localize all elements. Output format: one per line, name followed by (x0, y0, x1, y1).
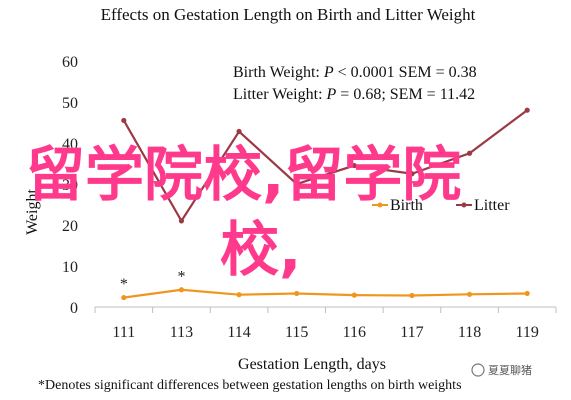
overlay-text-line1: 留学院校,留学院 (26, 140, 461, 209)
series-birth-line (123, 288, 528, 299)
data-point-litter (466, 150, 473, 156)
y-tick-label: 30 (62, 177, 78, 194)
y-axis-label: Weight (24, 189, 41, 235)
x-axis-label: Gestation Length, days (238, 356, 386, 373)
y-tick-label: 60 (62, 54, 78, 71)
x-tick-label: 117 (400, 324, 423, 341)
y-tick-label: 0 (70, 300, 78, 317)
legend: Birth Litter (372, 197, 510, 214)
y-axis: 0 10 20 30 40 50 60 (62, 54, 78, 317)
data-point-litter (409, 171, 415, 177)
significance-marker: * (120, 276, 128, 293)
data-point-birth (351, 292, 357, 298)
x-tick-label: 115 (285, 324, 308, 341)
data-point-litter (524, 107, 530, 113)
x-tick-label: 119 (515, 324, 538, 341)
significance-marker: * (177, 268, 185, 285)
data-point-litter (121, 117, 127, 124)
data-point-birth (409, 292, 415, 299)
data-point-birth (178, 287, 185, 293)
wechat-icon (471, 363, 485, 377)
overlay-text-line2: 校, (220, 215, 301, 284)
data-point-litter (294, 181, 300, 187)
legend-litter-label: Litter (474, 197, 510, 214)
legend-litter-marker (461, 202, 467, 208)
x-axis: 111 113 114 115 116 117 118 119 (94, 306, 557, 341)
legend-birth-marker (377, 202, 383, 208)
data-point-litter (178, 218, 185, 224)
watermark-text: 夏夏聊猪 (488, 363, 532, 377)
y-tick-label: 10 (62, 259, 78, 276)
series-litter-line (122, 109, 528, 224)
chart-title: Effects on Gestation Length on Birth and… (101, 5, 476, 24)
data-point-birth (236, 292, 242, 298)
x-tick-label: 111 (112, 324, 135, 341)
y-tick-label: 20 (62, 218, 78, 235)
data-point-litter (236, 128, 242, 135)
series-layer (121, 107, 530, 301)
legend-birth-label: Birth (390, 197, 423, 214)
data-point-litter (351, 162, 357, 169)
stats-litter: Litter Weight: P = 0.68; SEM = 11.42 (233, 86, 475, 103)
data-point-birth (294, 290, 300, 297)
annotations: * * (120, 268, 186, 293)
x-tick-label: 118 (458, 324, 481, 341)
footnote: *Denotes significant differences between… (38, 378, 462, 393)
x-tick-label: 113 (170, 324, 193, 341)
watermark: 夏夏聊猪 (471, 363, 532, 377)
data-point-birth (121, 294, 127, 301)
y-tick-label: 40 (62, 136, 78, 153)
y-tick-label: 50 (62, 95, 78, 112)
stats-birth: Birth Weight: P < 0.0001 SEM = 0.38 (233, 64, 477, 81)
x-tick-label: 114 (227, 324, 250, 341)
data-point-birth (524, 290, 530, 297)
data-point-birth (466, 291, 473, 297)
x-tick-label: 116 (343, 324, 366, 341)
